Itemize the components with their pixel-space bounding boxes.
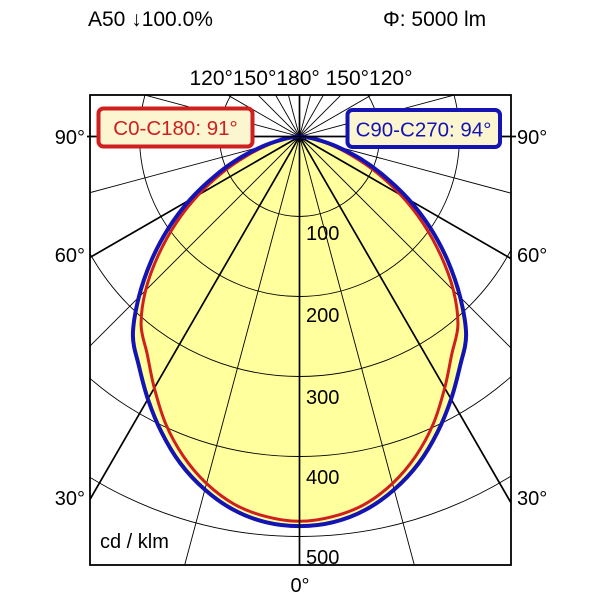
top-angle-labels: 120°150°180° 150°120° (189, 67, 412, 90)
grid-ray-75deg (299, 136, 511, 194)
header-model-text: A50 ↓100.0% (88, 8, 213, 31)
left-label-60: 60° (55, 245, 85, 267)
right-label-30: 30° (517, 488, 547, 510)
grid-ray-15deg (184, 136, 300, 565)
radial-label-400: 400 (306, 467, 339, 489)
plot-border (89, 94, 512, 566)
grid-ray-105deg (142, 95, 300, 137)
radial-label-200: 200 (306, 305, 339, 327)
radial-label-100: 100 (306, 223, 339, 245)
legend-c0-label: C0-C180: 91° (113, 117, 237, 140)
legend-c0-box (96, 106, 255, 149)
left-label-30: 30° (55, 488, 85, 510)
nadir-label: 0° (290, 575, 309, 597)
left-label-90: 90° (55, 127, 85, 149)
grid-ray-45deg (90, 136, 300, 347)
grid-ray-15deg (299, 136, 415, 565)
radial-label-500: 500 (306, 547, 339, 569)
right-label-60: 60° (517, 245, 547, 267)
grid-ray-45deg (299, 136, 511, 349)
grid-ray-30deg (90, 136, 301, 502)
legend-c90: C90-C270: 94° (345, 108, 502, 149)
legend-c90-label: C90-C270: 94° (356, 119, 492, 142)
grid-ray-30deg (298, 136, 511, 505)
radial-label-300: 300 (306, 387, 339, 409)
grid-ray-105deg (299, 95, 457, 137)
right-label-90: 90° (517, 127, 547, 149)
grid-ray-75deg (90, 136, 300, 194)
header-flux-text: Φ: 5000 lm (383, 8, 486, 31)
unit-label: cd / klm (100, 531, 169, 553)
legend-c90-box (345, 108, 502, 149)
legend-c0: C0-C180: 91° (96, 106, 255, 149)
